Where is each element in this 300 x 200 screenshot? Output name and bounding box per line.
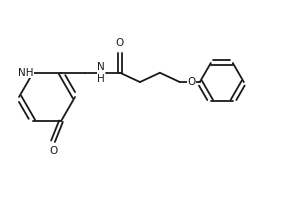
Text: NH: NH: [17, 68, 33, 78]
Text: O: O: [188, 77, 196, 87]
Text: O: O: [49, 146, 57, 156]
Text: O: O: [116, 38, 124, 48]
Text: N
H: N H: [97, 62, 105, 84]
